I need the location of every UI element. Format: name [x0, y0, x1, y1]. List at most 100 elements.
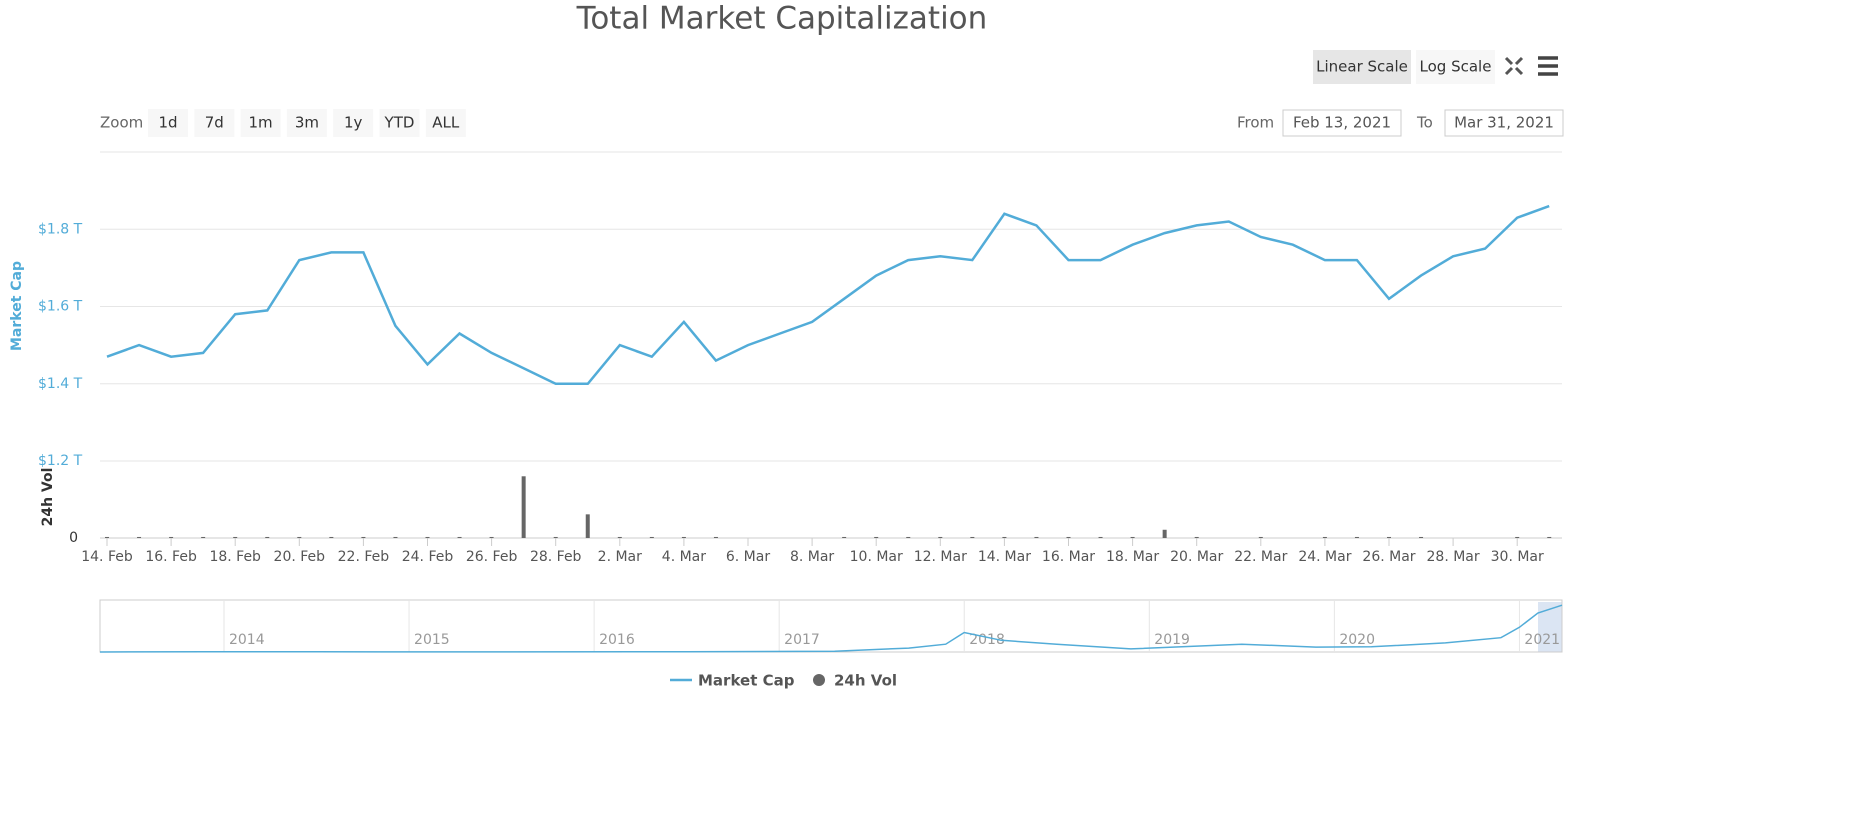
volume-bar: [1547, 536, 1552, 538]
x-tick-label: 24. Feb: [402, 549, 454, 565]
from-date[interactable]: Feb 13, 2021: [1293, 114, 1391, 132]
volume-bar: [938, 536, 943, 538]
x-tick-label: 14. Mar: [978, 549, 1031, 565]
volume-bar: [874, 536, 879, 538]
navigator-tick-label: 2015: [414, 632, 450, 648]
zoom-button-label[interactable]: 1d: [158, 114, 177, 132]
legend-label[interactable]: 24h Vol: [834, 672, 897, 690]
y-tick-label: $1.6 T: [38, 299, 83, 315]
volume-bar: [297, 536, 302, 538]
volume-bar: [137, 536, 142, 538]
y-tick-label: $1.8 T: [38, 221, 83, 237]
zoom-button[interactable]: [379, 109, 420, 137]
volume-bar: [329, 536, 334, 538]
zoom-button-label[interactable]: 7d: [205, 114, 224, 132]
volume-bar: [1194, 536, 1199, 538]
zoom-button[interactable]: [333, 109, 374, 137]
volume-bar: [1034, 536, 1039, 538]
market-cap-line: [106, 204, 1550, 386]
x-tick-label: 12. Mar: [914, 549, 967, 565]
volume-bar: [457, 536, 462, 538]
volume-bar: [1098, 536, 1103, 538]
x-tick-label: 6. Mar: [726, 549, 770, 565]
chart-title: Total Market Capitalization: [576, 1, 988, 37]
x-tick-label: 26. Mar: [1362, 549, 1415, 565]
navigator-frame: [99, 599, 1563, 653]
volume-bar: [1130, 536, 1135, 538]
x-tick-label: 24. Mar: [1298, 549, 1351, 565]
navigator-selection[interactable]: [1538, 602, 1562, 652]
zoom-button-label[interactable]: ALL: [432, 114, 460, 132]
zoom-button[interactable]: [194, 109, 235, 137]
x-tick-label: 8. Mar: [790, 549, 834, 565]
y-tick-label: $1.4 T: [38, 376, 83, 392]
zoom-button-label[interactable]: YTD: [384, 114, 415, 132]
navigator-tick-label: 2014: [229, 632, 265, 648]
zoom-button-label[interactable]: 1y: [344, 114, 363, 132]
volume-bar: [1322, 536, 1327, 538]
fullscreen-icon[interactable]: [1504, 56, 1524, 76]
navigator-tick-label: 2020: [1339, 632, 1375, 648]
icon: [1504, 56, 1524, 76]
to-date[interactable]: Mar 31, 2021: [1454, 114, 1554, 132]
zoom-button[interactable]: [240, 109, 281, 137]
zoom-button[interactable]: [286, 109, 327, 137]
x-tick-label: 28. Feb: [530, 549, 582, 565]
navigator-tick-label: 2017: [784, 632, 820, 648]
volume-bar: [842, 536, 847, 538]
volume-bar: [393, 536, 398, 538]
y-axis-title: Market Cap: [9, 261, 25, 351]
x-tick-label: 16. Feb: [145, 549, 197, 565]
volume-bar: [361, 536, 366, 538]
navigator-tick-label: 2019: [1154, 632, 1190, 648]
x-tick-label: 18. Mar: [1106, 549, 1159, 565]
x-tick-label: 22. Mar: [1234, 549, 1287, 565]
icon: [1538, 56, 1558, 76]
x-tick-label: 22. Feb: [338, 549, 390, 565]
volume-bar: [553, 536, 558, 538]
y-tick-label: $1.2 T: [38, 453, 83, 469]
zoom-button[interactable]: [425, 109, 466, 137]
volume-bar: [1162, 529, 1167, 538]
volume-bar: [617, 536, 622, 538]
menu-icon[interactable]: [1538, 56, 1558, 76]
volume-bar: [970, 536, 975, 538]
volume-bar: [169, 536, 174, 538]
volume-bar: [681, 536, 686, 538]
navigator-line: [99, 604, 1563, 653]
zoom-button-label[interactable]: 3m: [295, 114, 319, 132]
volume-bar: [1354, 536, 1359, 538]
x-tick-label: 14. Feb: [81, 549, 133, 565]
x-tick-label: 26. Feb: [466, 549, 518, 565]
scale-button[interactable]: [1416, 50, 1495, 84]
to-label: To: [1416, 114, 1433, 132]
legend-label[interactable]: Market Cap: [698, 672, 795, 690]
scale-button[interactable]: [1313, 50, 1411, 84]
from-input[interactable]: [1282, 109, 1402, 137]
x-tick-label: 28. Mar: [1427, 549, 1480, 565]
volume-bar: [649, 536, 654, 538]
x-tick-label: 18. Feb: [209, 549, 261, 565]
volume-bar: [105, 536, 109, 538]
volume-bar: [1258, 536, 1263, 538]
x-tick-label: 4. Mar: [662, 549, 706, 565]
zoom-button[interactable]: [148, 109, 188, 137]
volume-bar: [1002, 536, 1007, 538]
volume-bar: [201, 536, 206, 538]
volume-bar: [521, 476, 526, 538]
y2-axis-title: 24h Vol: [40, 468, 56, 527]
volume-bar: [1419, 536, 1424, 538]
x-tick-label: 2. Mar: [598, 549, 642, 565]
scale-button-label[interactable]: Linear Scale: [1316, 58, 1408, 76]
scale-button-label[interactable]: Log Scale: [1420, 58, 1492, 76]
x-tick-label: 20. Feb: [274, 549, 326, 565]
to-input[interactable]: [1444, 109, 1564, 137]
volume-bar: [489, 536, 494, 538]
x-tick-label: 16. Mar: [1042, 549, 1095, 565]
legend-symbol[interactable]: [813, 674, 825, 686]
zoom-label: Zoom: [100, 114, 143, 132]
zoom-button-label[interactable]: 1m: [249, 114, 273, 132]
x-tick-label: 20. Mar: [1170, 549, 1223, 565]
volume-bar: [265, 536, 270, 538]
